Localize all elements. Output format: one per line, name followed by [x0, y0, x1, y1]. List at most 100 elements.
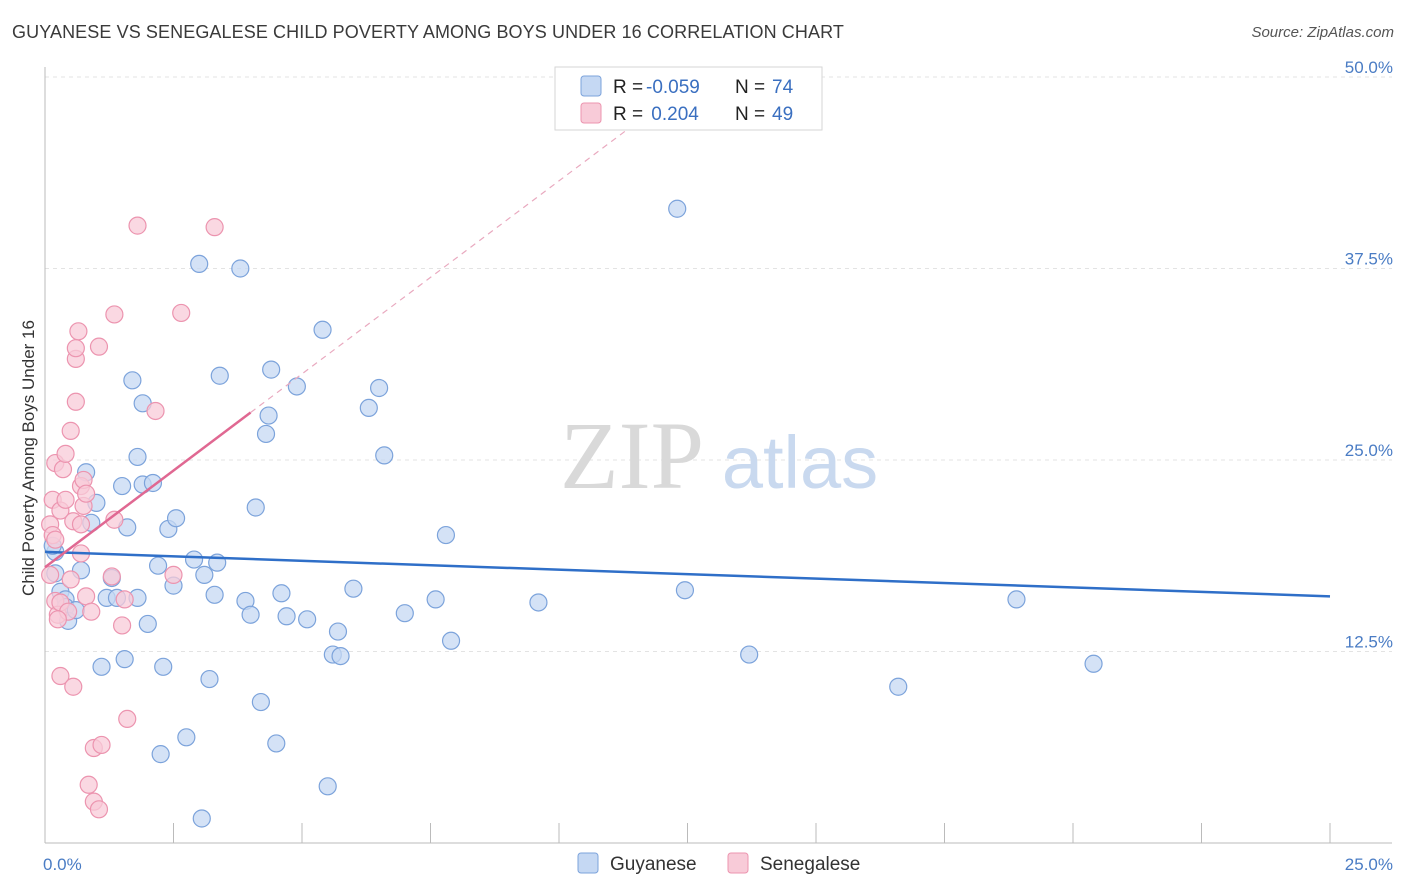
point-guyanese-56: [328, 622, 348, 641]
point-senegalese-43: [128, 216, 147, 235]
point-senegalese-1: [41, 565, 60, 585]
point-senegalese-39: [105, 510, 124, 529]
legend-swatch-guyanese: [580, 75, 602, 97]
axes: [44, 67, 1392, 844]
point-senegalese-16: [61, 421, 80, 440]
legend-n-value-guyanese: 74: [772, 77, 794, 98]
point-guyanese-66: [529, 593, 548, 612]
y-tick-label-1: 25.0%: [1345, 441, 1393, 460]
point-guyanese-65: [441, 631, 461, 650]
y-axis-title: Child Poverty Among Boys Under 16: [19, 320, 38, 596]
point-senegalese-44: [146, 401, 165, 421]
chart-title: GUYANESE VS SENEGALESE CHILD POVERTY AMO…: [12, 22, 844, 42]
point-senegalese-34: [89, 800, 109, 819]
point-guyanese-30: [166, 509, 186, 528]
point-guyanese-51: [287, 377, 306, 396]
x-tick-label-0: 0.0%: [43, 855, 82, 874]
point-guyanese-24: [143, 473, 163, 493]
bottom-legend-label-guyanese: Guyanese: [610, 854, 697, 875]
point-senegalese-28: [77, 587, 96, 606]
point-guyanese-67: [668, 199, 687, 218]
point-senegalese-47: [172, 303, 191, 323]
point-senegalese-41: [115, 590, 134, 609]
point-senegalese-12: [56, 444, 75, 463]
point-guyanese-63: [426, 590, 445, 609]
point-guyanese-26: [151, 745, 170, 764]
point-guyanese-11: [92, 657, 111, 676]
point-senegalese-18: [64, 677, 83, 696]
point-guyanese-47: [262, 360, 281, 379]
data-points: [41, 199, 1103, 828]
point-guyanese-72: [1084, 654, 1103, 673]
legend-r-label-guyanese: R =: [613, 77, 643, 98]
point-guyanese-48: [267, 734, 286, 753]
point-guyanese-69: [740, 645, 759, 664]
legend-r-label-senegalese: R =: [613, 104, 643, 125]
bottom-legend-label-senegalese: Senegalese: [760, 854, 860, 875]
point-guyanese-23: [138, 614, 157, 634]
point-senegalese-36: [92, 735, 111, 755]
tick-labels: 12.5% 25.0% 37.5% 50.0% 0.0% 25.0%: [43, 58, 1393, 874]
point-guyanese-15: [112, 476, 132, 496]
point-senegalese-45: [164, 565, 183, 585]
point-guyanese-35: [195, 565, 214, 585]
y-tick-label-0: 12.5%: [1345, 633, 1393, 652]
point-guyanese-16: [115, 650, 134, 669]
point-guyanese-20: [128, 447, 147, 467]
point-guyanese-54: [318, 777, 337, 796]
legend-n-label-guyanese: N =: [735, 77, 765, 98]
point-senegalese-19: [66, 392, 85, 411]
point-guyanese-52: [298, 610, 317, 629]
point-guyanese-32: [184, 550, 204, 569]
legend-n-label-senegalese: N =: [735, 104, 765, 125]
point-senegalese-13: [56, 490, 75, 509]
point-guyanese-40: [231, 259, 250, 278]
point-senegalese-9: [51, 666, 70, 686]
point-guyanese-49: [272, 584, 291, 603]
point-guyanese-68: [675, 581, 695, 600]
point-senegalese-30: [79, 775, 98, 794]
y-tick-label-2: 37.5%: [1345, 250, 1393, 269]
point-senegalese-11: [53, 460, 73, 479]
x-tick-label-1: 25.0%: [1345, 855, 1393, 874]
point-guyanese-25: [148, 556, 168, 575]
point-guyanese-43: [246, 498, 265, 517]
point-senegalese-48: [48, 610, 67, 629]
point-senegalese-25: [71, 515, 91, 534]
point-guyanese-34: [192, 809, 211, 828]
gridlines: [45, 76, 1392, 652]
point-guyanese-33: [190, 254, 209, 274]
point-guyanese-31: [177, 728, 196, 747]
watermark: ZIP atlas: [560, 402, 878, 509]
legend-r-value-guyanese: -0.059: [646, 77, 700, 98]
trend-line-guyanese: [44, 550, 1331, 598]
point-senegalese-31: [82, 602, 101, 621]
source-credit: Source: ZipAtlas.com: [1251, 24, 1394, 41]
trend-extension-senegalese: [250, 122, 637, 413]
point-guyanese-60: [370, 378, 389, 398]
point-guyanese-18: [123, 371, 142, 390]
watermark-atlas: atlas: [722, 421, 878, 504]
point-senegalese-42: [118, 709, 137, 729]
point-guyanese-53: [313, 320, 332, 339]
trend-lines: [44, 122, 1331, 598]
legend-r-value-senegalese: 0.204: [646, 104, 699, 125]
bottom-legend-swatch-guyanese: [577, 852, 599, 874]
point-senegalese-29: [77, 484, 96, 503]
point-guyanese-50: [277, 607, 296, 626]
point-guyanese-71: [1007, 590, 1026, 609]
bottom-legend-swatch-senegalese: [727, 852, 749, 874]
point-guyanese-45: [256, 424, 276, 444]
point-guyanese-57: [331, 646, 350, 666]
trend-line-senegalese: [44, 411, 252, 569]
point-guyanese-64: [436, 525, 456, 545]
point-guyanese-46: [259, 406, 278, 425]
point-guyanese-61: [375, 446, 394, 465]
watermark-zip: ZIP: [560, 402, 704, 509]
point-guyanese-62: [395, 604, 414, 623]
point-senegalese-38: [105, 305, 124, 324]
point-guyanese-42: [241, 605, 260, 624]
point-guyanese-59: [359, 398, 378, 418]
point-senegalese-40: [112, 616, 132, 635]
